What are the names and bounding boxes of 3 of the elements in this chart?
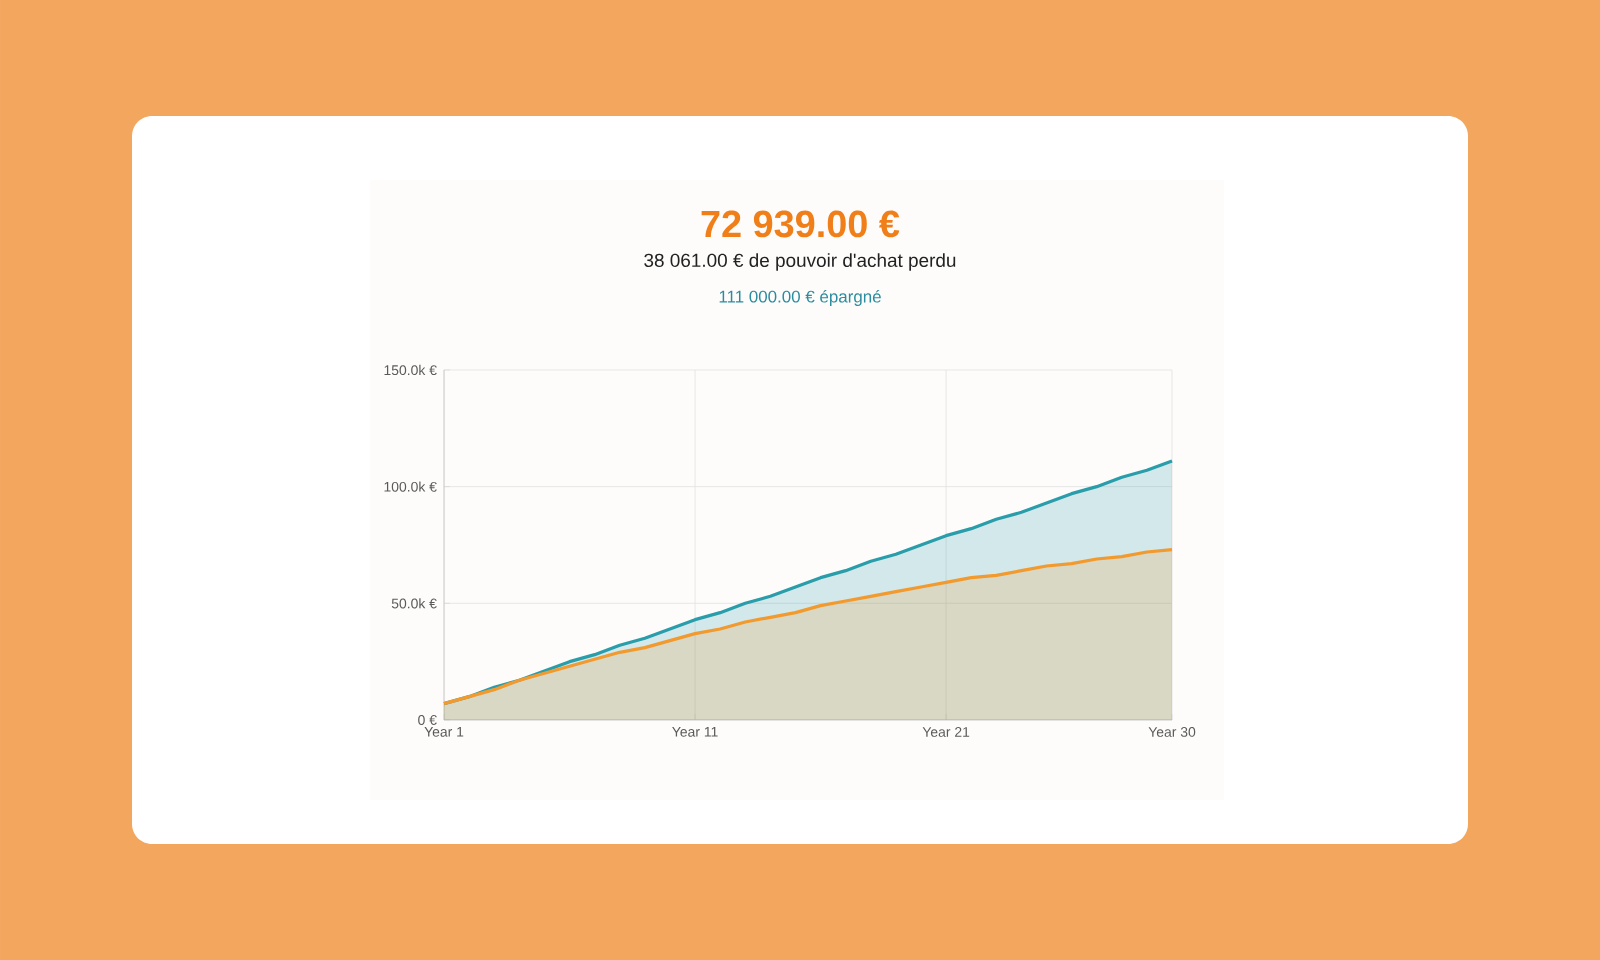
text: 111 000.00 € épargné (719, 289, 881, 306)
chart-title: 72 939.00 € (701, 210, 900, 238)
chart-subtitle: 38 061.00 € de pouvoir d'achat perdu (644, 253, 956, 271)
